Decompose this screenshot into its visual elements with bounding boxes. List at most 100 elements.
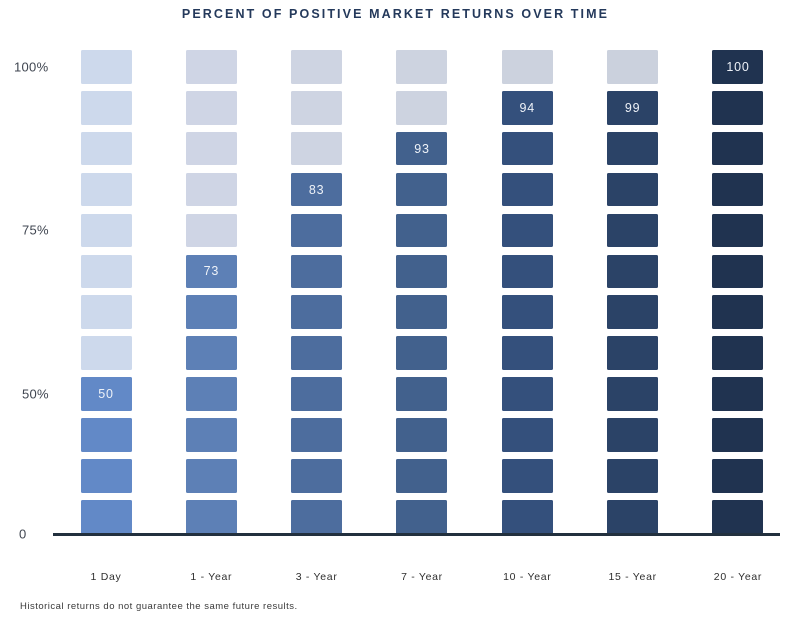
waffle-block-filled bbox=[291, 336, 343, 370]
waffle-block-filled bbox=[185, 377, 237, 411]
waffle-block-filled bbox=[607, 131, 659, 166]
waffle-block-empty bbox=[291, 131, 343, 166]
waffle-block-filled bbox=[501, 213, 553, 248]
waffle-block-filled bbox=[396, 418, 448, 452]
waffle-block-filled bbox=[185, 295, 237, 330]
waffle-block-filled bbox=[185, 418, 237, 452]
waffle-block-empty bbox=[80, 172, 132, 207]
x-tick-label: 7 - Year bbox=[401, 571, 443, 583]
waffle-block-filled bbox=[80, 500, 132, 534]
waffle-block-empty bbox=[185, 213, 237, 248]
waffle-block-filled bbox=[712, 295, 764, 330]
waffle-block-filled bbox=[712, 254, 764, 289]
x-tick-label: 3 - Year bbox=[295, 571, 338, 583]
footnote: Historical returns do not guarantee the … bbox=[20, 601, 298, 612]
waffle-block-empty bbox=[291, 90, 343, 125]
waffle-block-empty bbox=[80, 254, 132, 289]
waffle-block-empty bbox=[185, 172, 237, 207]
y-tick-label: 75% bbox=[22, 222, 49, 238]
waffle-block-filled bbox=[607, 459, 659, 493]
y-tick-label: 50% bbox=[22, 386, 49, 402]
bar-column-7-year: 93 bbox=[396, 50, 448, 534]
waffle-block-filled bbox=[501, 254, 553, 289]
bar-column-15-year: 99 bbox=[607, 50, 659, 534]
waffle-block-filled bbox=[396, 377, 448, 411]
waffle-block-filled: 50 bbox=[80, 377, 132, 411]
waffle-block-filled bbox=[291, 418, 343, 452]
waffle-block-filled bbox=[396, 295, 448, 330]
waffle-block-filled bbox=[712, 213, 764, 248]
value-label: 99 bbox=[624, 100, 641, 115]
waffle-block-filled bbox=[607, 213, 659, 248]
waffle-block-filled bbox=[607, 418, 659, 452]
waffle-block-filled bbox=[396, 254, 448, 289]
waffle-block-filled bbox=[712, 459, 764, 493]
waffle-block-filled bbox=[291, 377, 343, 411]
waffle-block-filled bbox=[396, 172, 448, 207]
waffle-block-filled bbox=[80, 459, 132, 493]
waffle-block-filled bbox=[396, 500, 448, 534]
waffle-block-filled bbox=[607, 295, 659, 330]
x-tick-label: 1 - Year bbox=[190, 571, 233, 583]
waffle-block-empty bbox=[80, 90, 132, 125]
waffle-block-filled bbox=[501, 295, 553, 330]
waffle-block-filled bbox=[291, 254, 343, 289]
waffle-block-filled: 93 bbox=[396, 131, 448, 166]
waffle-block-filled: 100 bbox=[712, 50, 764, 84]
waffle-block-empty bbox=[185, 90, 237, 125]
x-tick-label: 10 - Year bbox=[503, 571, 552, 583]
waffle-block-filled bbox=[291, 213, 343, 248]
bar-column-3-year: 83 bbox=[291, 50, 343, 534]
waffle-block-filled bbox=[712, 131, 764, 166]
waffle-block-filled bbox=[80, 418, 132, 452]
waffle-block-filled bbox=[607, 336, 659, 370]
waffle-block-filled bbox=[291, 459, 343, 493]
waffle-block-filled bbox=[185, 459, 237, 493]
waffle-block-empty bbox=[607, 50, 659, 84]
value-label: 73 bbox=[203, 264, 220, 279]
x-tick-label: 1 Day bbox=[90, 571, 122, 583]
x-tick-label: 20 - Year bbox=[713, 571, 763, 583]
waffle-block-filled bbox=[291, 500, 343, 534]
waffle-block-filled bbox=[607, 377, 659, 411]
waffle-block-empty bbox=[80, 336, 132, 370]
waffle-block-filled bbox=[501, 172, 553, 207]
waffle-block-filled bbox=[607, 254, 659, 289]
waffle-block-filled bbox=[185, 336, 237, 370]
waffle-block-filled bbox=[501, 500, 553, 534]
waffle-block-filled bbox=[712, 336, 764, 370]
waffle-block-filled bbox=[396, 336, 448, 370]
waffle-block-filled: 99 bbox=[607, 90, 659, 125]
waffle-block-empty bbox=[80, 295, 132, 330]
waffle-block-filled bbox=[501, 131, 553, 166]
waffle-block-empty bbox=[396, 50, 448, 84]
x-tick-label: 15 - Year bbox=[608, 571, 657, 583]
chart-title: PERCENT OF POSITIVE MARKET RETURNS OVER … bbox=[181, 7, 610, 21]
waffle-block-empty bbox=[185, 50, 237, 84]
waffle-block-filled bbox=[607, 172, 659, 207]
waffle-block-filled bbox=[712, 500, 764, 534]
waffle-block-filled: 73 bbox=[185, 254, 237, 289]
waffle-block-filled bbox=[291, 295, 343, 330]
waffle-block-filled bbox=[607, 500, 659, 534]
waffle-block-empty bbox=[80, 213, 132, 248]
waffle-block-empty bbox=[80, 50, 132, 84]
bar-column-20-year: 100 bbox=[712, 50, 764, 534]
bar-column-1-day: 50 bbox=[80, 50, 132, 534]
y-tick-label: 100% bbox=[14, 59, 49, 75]
waffle-block-filled: 83 bbox=[291, 172, 343, 207]
waffle-block-filled bbox=[396, 459, 448, 493]
waffle-block-filled bbox=[712, 172, 764, 207]
value-label: 83 bbox=[308, 182, 325, 197]
waffle-block-filled bbox=[185, 500, 237, 534]
value-label: 93 bbox=[414, 141, 430, 156]
value-label: 94 bbox=[519, 100, 536, 115]
waffle-block-filled bbox=[396, 213, 448, 248]
waffle-block-empty bbox=[396, 90, 448, 125]
waffle-block-filled bbox=[501, 459, 553, 493]
value-label: 50 bbox=[98, 387, 114, 402]
bar-column-1-year: 73 bbox=[185, 50, 237, 534]
waffle-block-filled bbox=[501, 418, 553, 452]
x-axis-line bbox=[53, 533, 780, 536]
